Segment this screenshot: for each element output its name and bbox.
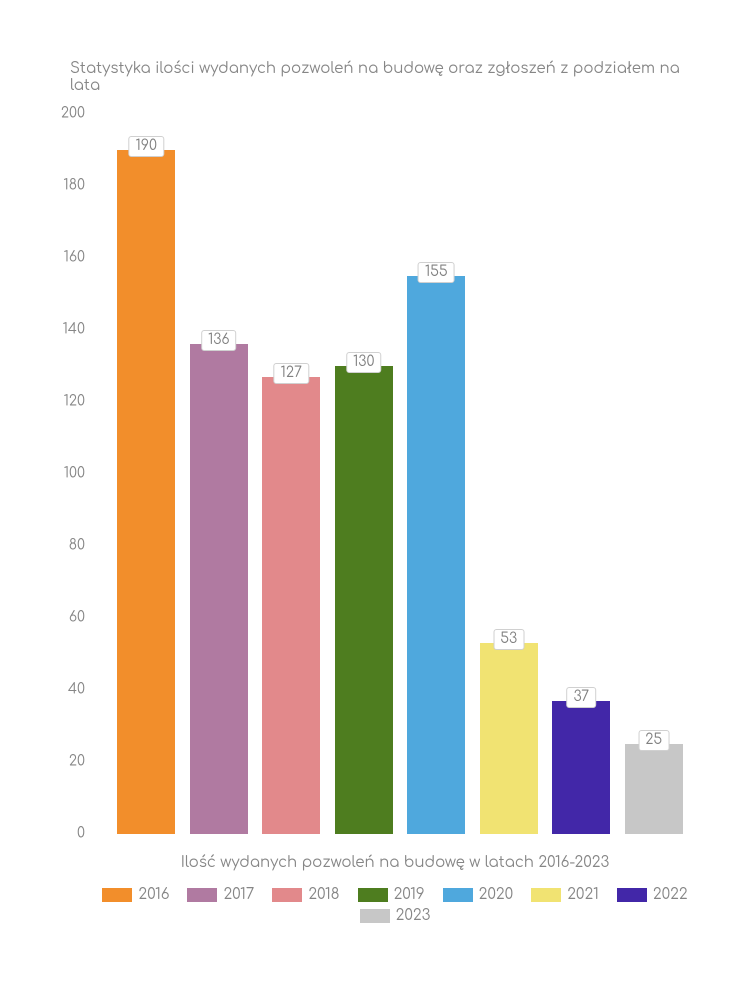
legend-swatch xyxy=(272,888,302,902)
legend-label: 2016 xyxy=(138,886,169,903)
bar-2019: 130 xyxy=(335,366,393,834)
legend-swatch xyxy=(617,888,647,902)
y-tick: 40 xyxy=(68,683,85,698)
y-tick: 200 xyxy=(61,107,85,122)
y-tick: 20 xyxy=(69,755,85,770)
bar-2016: 190 xyxy=(117,150,175,834)
bar-2018: 127 xyxy=(262,377,320,834)
bar-value-label: 155 xyxy=(418,262,455,283)
chart-container: Statystyka ilości wydanych pozwoleń na b… xyxy=(0,0,750,1000)
legend-swatch xyxy=(443,888,473,902)
legend-item-2018: 2018 xyxy=(272,886,339,903)
chart-plot-area: 020406080100120140160180200 190136127130… xyxy=(90,114,700,834)
legend-label: 2018 xyxy=(308,886,339,903)
bar-2022: 37 xyxy=(552,701,610,834)
legend-label: 2022 xyxy=(653,886,688,903)
legend-label: 2023 xyxy=(396,907,431,924)
legend-item-2016: 2016 xyxy=(102,886,169,903)
legend-label: 2020 xyxy=(479,886,514,903)
chart-title: Statystyka ilości wydanych pozwoleń na b… xyxy=(50,60,700,94)
bar-2023: 25 xyxy=(625,744,683,834)
bar-2021: 53 xyxy=(480,643,538,834)
y-tick: 140 xyxy=(63,323,85,338)
legend: 2016 2017 2018 2019 2020 2021 2022 2023 xyxy=(90,886,700,924)
y-tick: 60 xyxy=(69,611,85,626)
legend-swatch xyxy=(187,888,217,902)
y-tick: 0 xyxy=(77,827,85,842)
y-tick: 120 xyxy=(64,395,85,410)
bars-region: 190136127130155533725 xyxy=(100,114,700,834)
bar-value-label: 190 xyxy=(129,136,164,157)
bar-2020: 155 xyxy=(407,276,465,834)
bar-value-label: 136 xyxy=(201,330,237,351)
legend-item-2020: 2020 xyxy=(443,886,514,903)
x-axis-label: Ilość wydanych pozwoleń na budowę w lata… xyxy=(90,854,700,871)
bar-value-label: 53 xyxy=(493,629,524,650)
legend-label: 2017 xyxy=(223,886,254,903)
legend-swatch xyxy=(358,888,388,902)
legend-swatch xyxy=(531,888,561,902)
y-tick: 100 xyxy=(64,467,85,482)
bar-value-label: 37 xyxy=(566,687,596,708)
bar-value-label: 127 xyxy=(274,363,309,384)
legend-swatch xyxy=(102,888,132,902)
legend-item-2022: 2022 xyxy=(617,886,688,903)
y-tick: 80 xyxy=(69,539,85,554)
legend-swatch xyxy=(360,909,390,923)
legend-item-2017: 2017 xyxy=(187,886,254,903)
y-axis: 020406080100120140160180200 xyxy=(50,114,90,834)
bar-2017: 136 xyxy=(190,344,248,834)
legend-label: 2019 xyxy=(394,886,425,903)
legend-item-2023: 2023 xyxy=(360,907,431,924)
bar-value-label: 130 xyxy=(346,352,381,373)
legend-item-2019: 2019 xyxy=(358,886,425,903)
legend-item-2021: 2021 xyxy=(531,886,599,903)
legend-label: 2021 xyxy=(567,886,599,903)
y-tick: 180 xyxy=(63,179,85,194)
y-tick: 160 xyxy=(64,251,85,266)
bar-value-label: 25 xyxy=(638,730,669,751)
